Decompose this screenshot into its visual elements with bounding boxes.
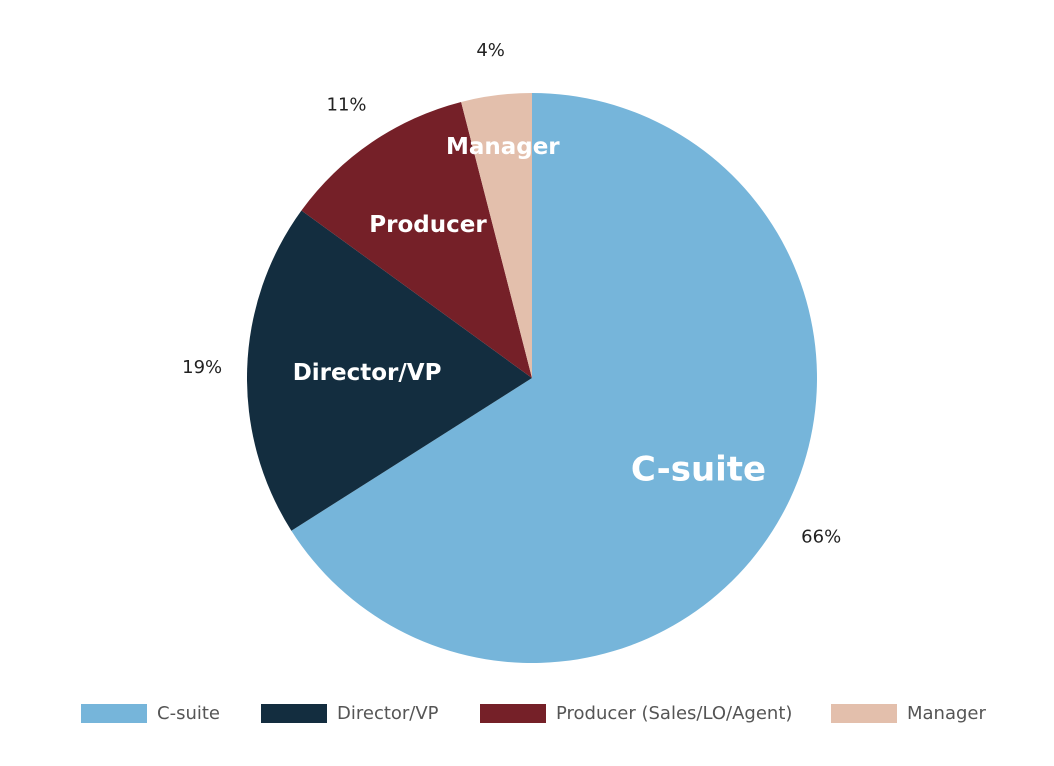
- slice-label-producer-sales-lo-agent: Producer: [369, 212, 487, 238]
- legend-swatch-c-suite: [81, 704, 147, 723]
- percent-label-manager: 4%: [476, 40, 505, 61]
- pie-slices: [247, 93, 817, 663]
- legend-swatch-producer-sales-lo-agent: [480, 704, 546, 723]
- legend-label-producer-sales-lo-agent: Producer (Sales/LO/Agent): [556, 703, 792, 724]
- pie-slice-manager: [461, 93, 532, 378]
- legend-label-director-vp: Director/VP: [337, 703, 439, 724]
- pie-slice-c-suite: [291, 93, 817, 663]
- legend-swatch-manager: [831, 704, 897, 723]
- legend-item-director-vp: Director/VP: [261, 703, 439, 724]
- legend-item-producer-sales-lo-agent: Producer (Sales/LO/Agent): [480, 703, 792, 724]
- percent-labels: 66% 19% 11% 4%: [182, 40, 841, 547]
- pie-slice-director-vp: [247, 210, 533, 531]
- legend: C-suite Director/VP Producer (Sales/LO/Age…: [81, 703, 986, 724]
- percent-label-c-suite: 66%: [801, 526, 841, 547]
- slice-label-director-vp: Director/VP: [293, 360, 442, 386]
- pie-slice-producer-sales-lo-agent: [301, 101, 532, 378]
- slice-label-c-suite: C-suite: [631, 450, 766, 490]
- legend-label-c-suite: C-suite: [157, 703, 220, 724]
- slice-labels: C-suite Director/VP Producer Manager: [293, 134, 766, 490]
- legend-item-manager: Manager: [831, 703, 986, 724]
- legend-item-c-suite: C-suite: [81, 703, 220, 724]
- legend-swatch-director-vp: [261, 704, 327, 723]
- percent-label-producer-sales-lo-agent: 11%: [327, 95, 367, 116]
- legend-label-manager: Manager: [907, 703, 986, 724]
- percent-label-director-vp: 19%: [182, 357, 222, 378]
- slice-label-manager: Manager: [446, 134, 560, 160]
